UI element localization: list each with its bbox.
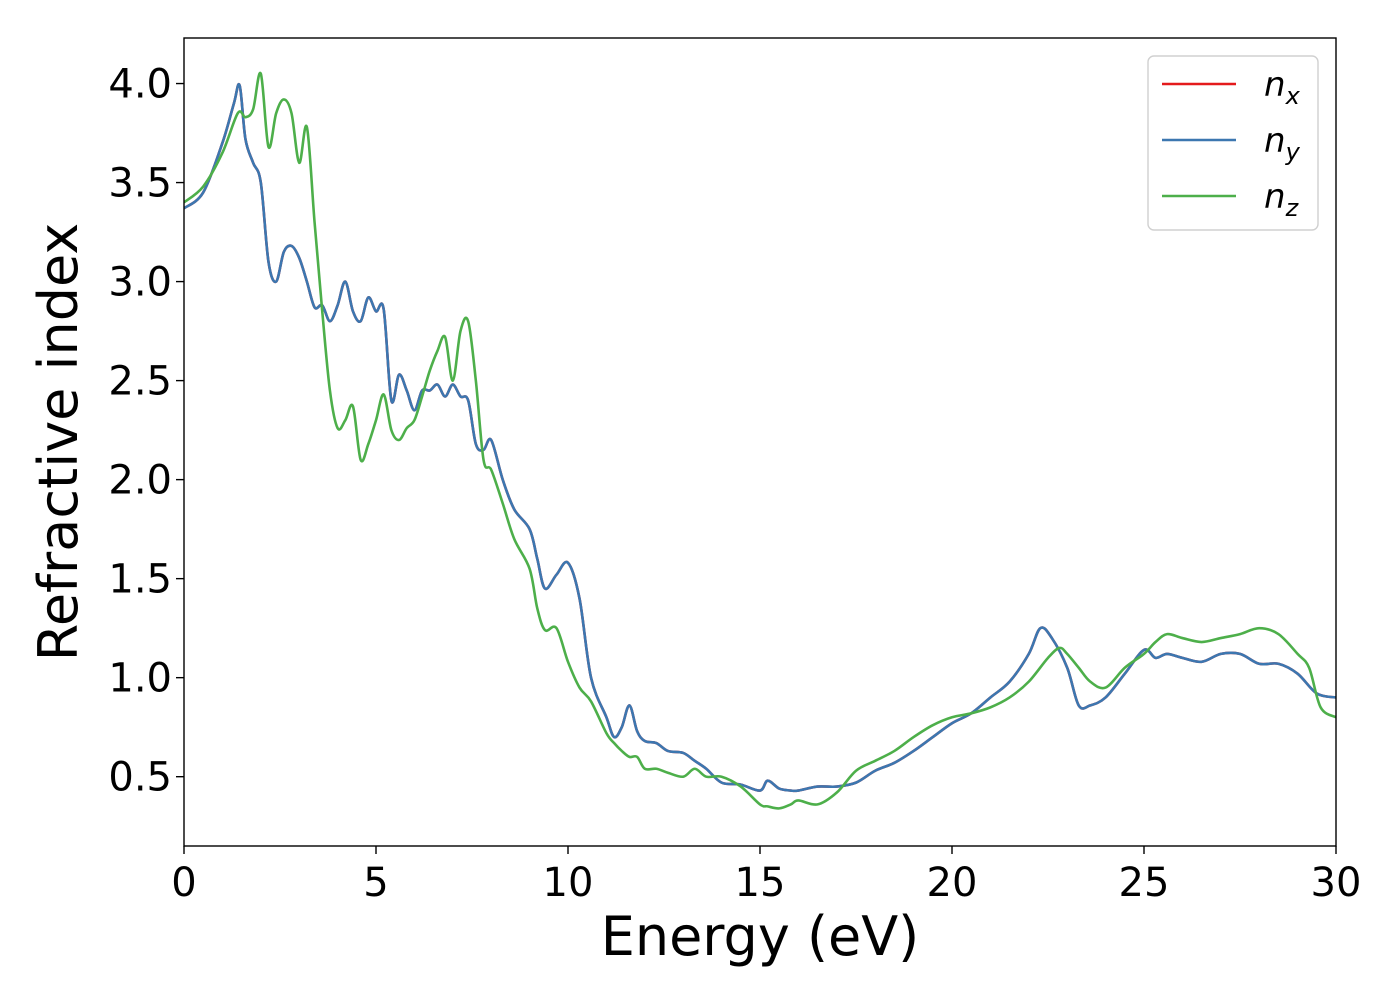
x-tick-label: 5 (363, 860, 388, 906)
y-tick-label: 3.5 (108, 161, 172, 207)
y-tick-label: 0.5 (108, 755, 172, 801)
y-axis-title: Refractive index (27, 223, 90, 662)
y-tick-label: 3.0 (108, 260, 172, 306)
x-tick-label: 15 (735, 860, 786, 906)
y-tick-label: 2.5 (108, 359, 172, 405)
legend: nx ny nz (1147, 55, 1319, 231)
y-tick-label: 1.0 (108, 656, 172, 702)
series-line-nz (184, 71, 1336, 810)
x-tick-label: 25 (1119, 860, 1170, 906)
y-tick-label: 4.0 (108, 62, 172, 108)
x-axis-title: Energy (eV) (601, 905, 920, 968)
series-line-ny (184, 82, 1336, 793)
x-axis: 0 5 10 15 20 25 30 (171, 846, 1361, 906)
x-tick-label: 10 (543, 860, 594, 906)
series-layer (184, 71, 1336, 810)
legend-label-nx: nx (1264, 65, 1301, 110)
legend-label-ny: ny (1264, 121, 1301, 166)
x-tick-label: 30 (1311, 860, 1362, 906)
x-tick-label: 20 (927, 860, 978, 906)
legend-label-nz: nz (1264, 177, 1300, 222)
x-tick-label: 0 (171, 860, 196, 906)
legend-box (1147, 55, 1319, 231)
y-tick-label: 1.5 (108, 557, 172, 603)
y-axis: 0.5 1.0 1.5 2.0 2.5 3.0 3.5 4.0 (108, 62, 184, 801)
y-tick-label: 2.0 (108, 458, 172, 504)
